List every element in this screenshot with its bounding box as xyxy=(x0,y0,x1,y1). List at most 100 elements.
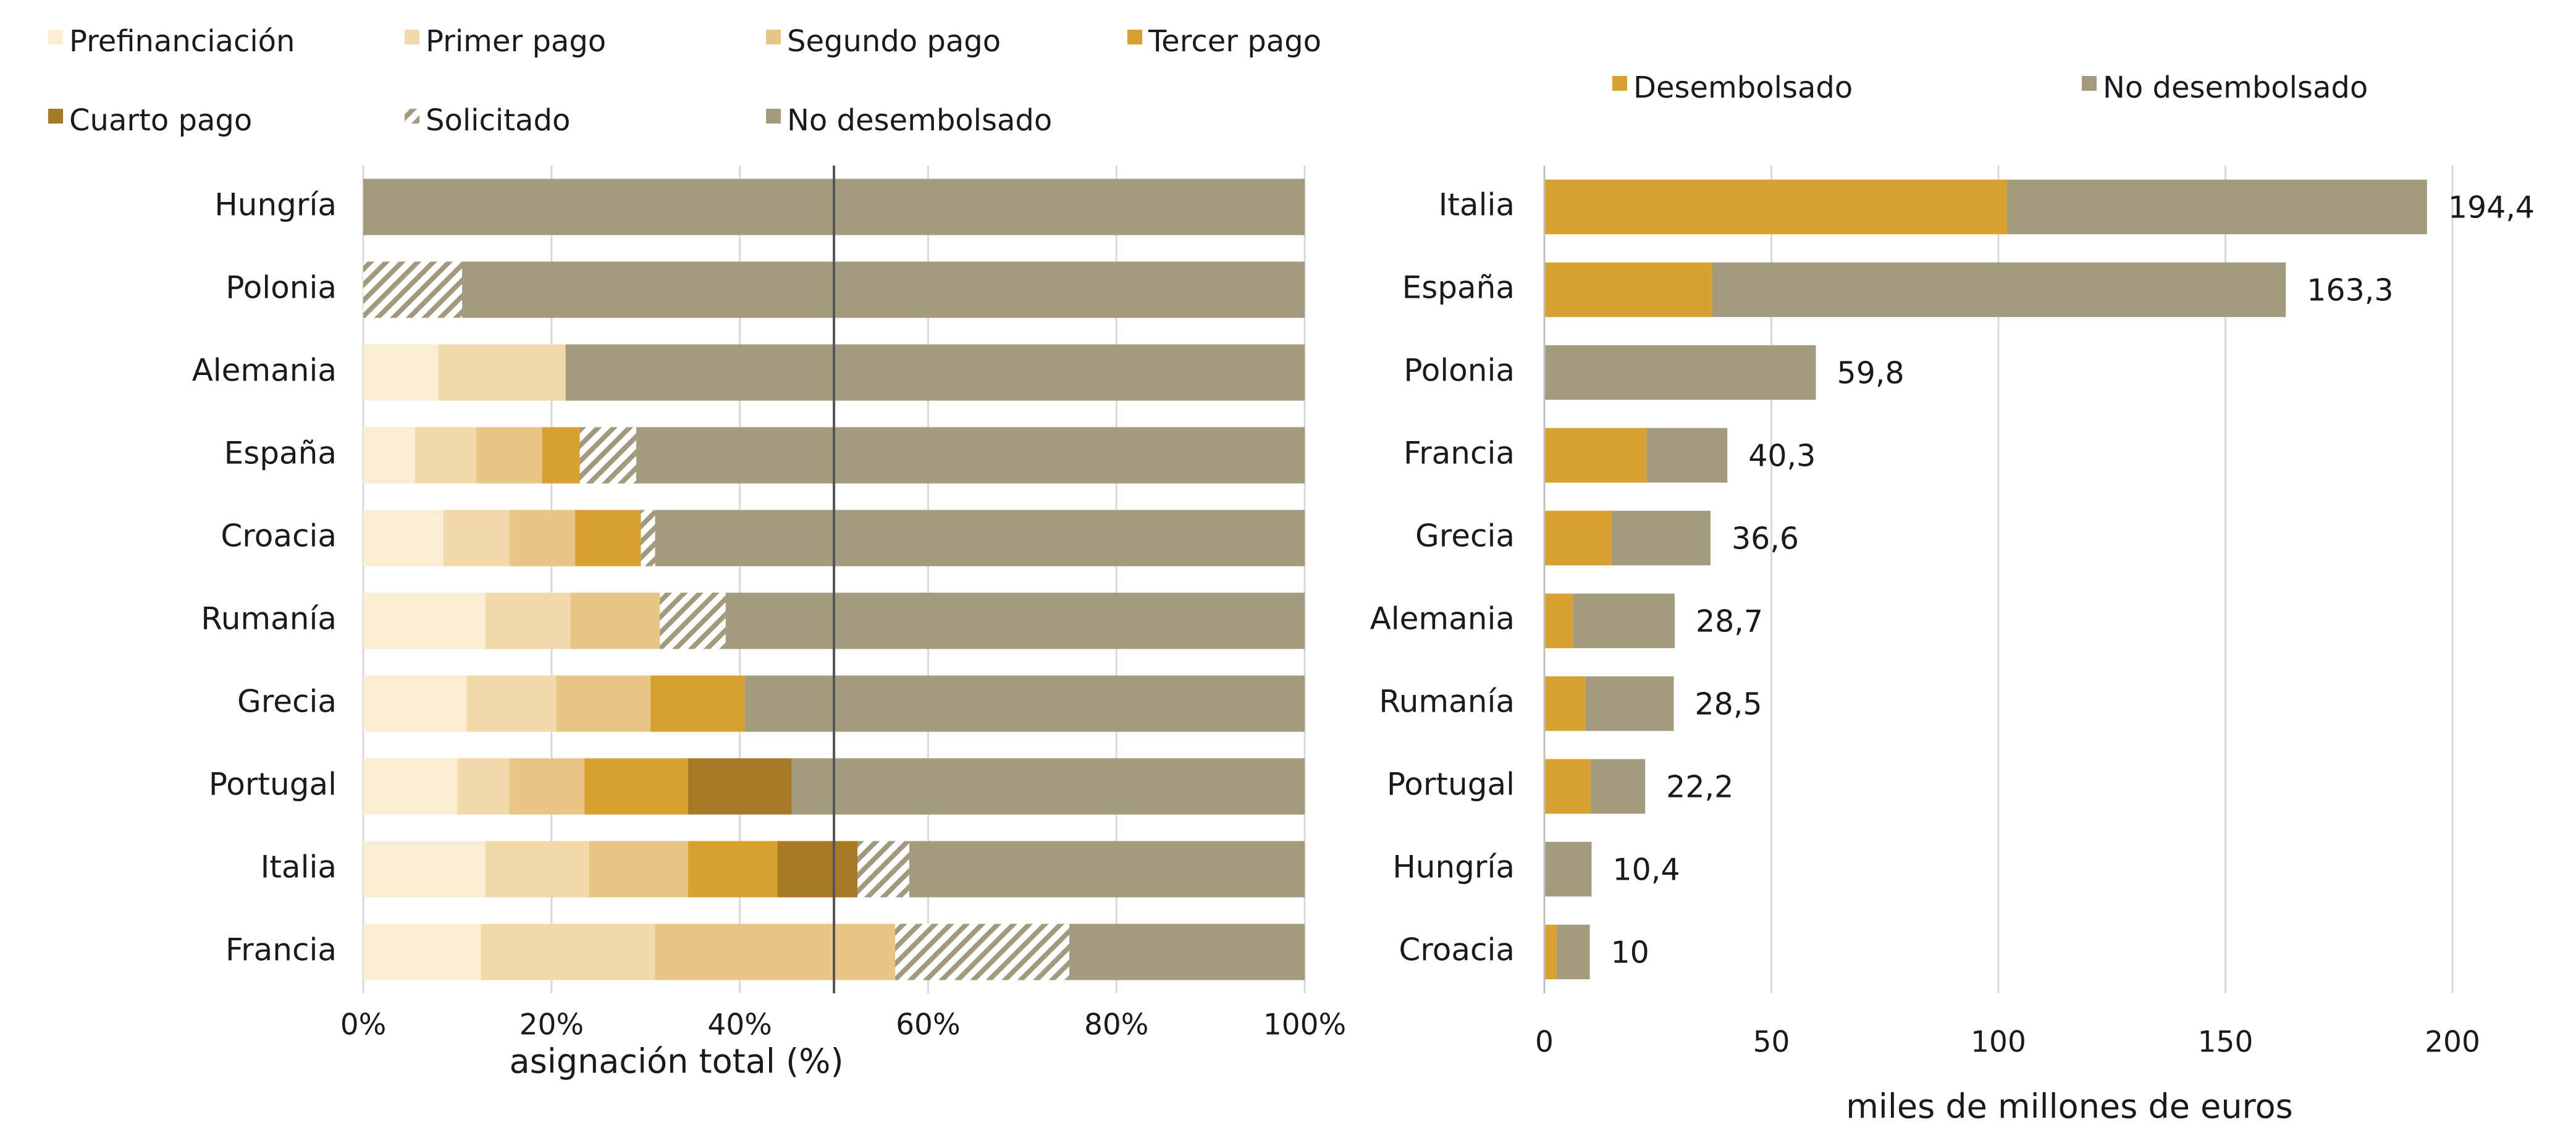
left-bar-tercer-pago xyxy=(688,841,778,898)
right-total-label: 10 xyxy=(1611,935,1649,970)
left-category-label: Hungría xyxy=(214,187,337,223)
right-category-label: Rumanía xyxy=(1379,684,1515,720)
right-total-label: 59,8 xyxy=(1837,356,1905,391)
right-bar-desembolsado xyxy=(1544,924,1557,980)
legend-label-prefinanciacion: Prefinanciación xyxy=(69,24,295,59)
right-total-label: 163,3 xyxy=(2307,273,2393,308)
left-bar-no-desembolsado xyxy=(744,675,1305,732)
left-bar-prefinanciacion xyxy=(363,510,444,566)
legend-swatch-right-desembolsado xyxy=(1612,76,1627,91)
legend-swatch-no-desembolsado xyxy=(766,109,781,124)
left-bar-no-desembolsado xyxy=(791,758,1305,815)
right-category-label: Polonia xyxy=(1404,353,1515,389)
right-bar-no-desembolsado xyxy=(2006,179,2427,235)
left-category-label: Portugal xyxy=(209,767,337,802)
right-x-tick-label: 50 xyxy=(1753,1025,1790,1059)
left-bar-no-desembolsado xyxy=(462,261,1305,318)
right-category-label: Francia xyxy=(1404,436,1515,471)
right-category-label: Grecia xyxy=(1415,518,1515,554)
left-bar-tercer-pago xyxy=(650,675,745,732)
left-bar-tercer-pago xyxy=(584,758,688,815)
right-total-label: 40,3 xyxy=(1748,439,1816,474)
right-bar-desembolsado xyxy=(1544,676,1586,731)
right-bar-desembolsado xyxy=(1544,179,2007,235)
right-total-label: 28,7 xyxy=(1696,604,1763,639)
left-bar-prefinanciacion xyxy=(363,344,439,401)
left-category-label: Rumanía xyxy=(201,601,337,637)
right-category-label: Alemania xyxy=(1370,601,1515,637)
right-x-axis-title: miles de millones de euros xyxy=(1846,1087,2293,1126)
legend-label-tercer-pago: Tercer pago xyxy=(1148,24,1321,59)
right-bar-desembolsado xyxy=(1544,510,1612,566)
right-x-tick-label: 150 xyxy=(2198,1025,2254,1059)
right-bar-no-desembolsado xyxy=(1585,676,1674,731)
left-bar-no-desembolsado xyxy=(725,592,1305,649)
right-bar-no-desembolsado xyxy=(1573,593,1675,649)
left-bar-no-desembolsado xyxy=(636,427,1305,484)
right-total-label: 22,2 xyxy=(1666,770,1733,805)
legend-swatch-segundo-pago xyxy=(766,30,781,44)
left-category-label: Alemania xyxy=(192,353,337,389)
left-bar-segundo-pago xyxy=(509,758,585,815)
left-bar-primer-pago xyxy=(443,510,510,566)
legend-label-segundo-pago: Segundo pago xyxy=(787,24,1001,59)
right-total-label: 28,5 xyxy=(1694,687,1762,722)
right-total-label: 10,4 xyxy=(1612,853,1680,888)
left-bar-no-desembolsado xyxy=(565,344,1305,401)
legend-label-cuarto-pago: Cuarto pago xyxy=(69,103,252,138)
left-bar-segundo-pago xyxy=(556,675,650,732)
left-bar-prefinanciacion xyxy=(363,924,481,980)
right-bar-no-desembolsado xyxy=(1646,427,1728,483)
left-bar-solicitado xyxy=(363,261,463,318)
left-category-label: Croacia xyxy=(221,518,337,554)
left-bar-primer-pago xyxy=(481,924,655,980)
left-x-tick-label: 20% xyxy=(520,1008,584,1042)
left-bar-no-desembolsado xyxy=(1069,924,1305,980)
left-category-label: España xyxy=(224,436,337,471)
right-category-label: España xyxy=(1402,270,1515,306)
right-bar-no-desembolsado xyxy=(1544,841,1592,897)
legend-swatch-solicitado xyxy=(405,109,419,124)
left-bar-solicitado xyxy=(579,427,636,484)
left-bar-solicitado xyxy=(641,510,655,566)
right-category-label: Italia xyxy=(1439,187,1515,223)
legend-swatch-right-no-desembolsado xyxy=(2082,76,2097,91)
left-bar-primer-pago xyxy=(486,592,571,649)
left-bar-primer-pago xyxy=(457,758,510,815)
right-bar-no-desembolsado xyxy=(1611,510,1711,566)
legend-swatch-cuarto-pago xyxy=(48,109,63,124)
left-category-label: Italia xyxy=(261,849,337,885)
right-bar-no-desembolsado xyxy=(1590,759,1646,814)
left-bar-tercer-pago xyxy=(542,427,580,484)
legend-label-solicitado: Solicitado xyxy=(426,103,570,138)
left-bar-segundo-pago xyxy=(589,841,688,898)
left-bar-tercer-pago xyxy=(575,510,641,566)
right-bar-desembolsado xyxy=(1544,427,1647,483)
left-x-tick-label: 100% xyxy=(1263,1008,1346,1042)
left-bar-primer-pago xyxy=(486,841,589,898)
left-x-tick-label: 60% xyxy=(896,1008,960,1042)
left-bar-primer-pago xyxy=(438,344,566,401)
left-bar-segundo-pago xyxy=(476,427,542,484)
left-bar-solicitado xyxy=(660,592,726,649)
left-bar-segundo-pago xyxy=(655,924,896,980)
right-bar-desembolsado xyxy=(1544,262,1712,318)
right-bar-no-desembolsado xyxy=(1712,262,2286,318)
left-bar-primer-pago xyxy=(415,427,476,484)
right-bar-no-desembolsado xyxy=(1556,924,1590,980)
left-bar-cuarto-pago xyxy=(688,758,792,815)
legend-swatch-primer-pago xyxy=(405,30,419,44)
right-category-label: Portugal xyxy=(1387,767,1515,802)
left-category-label: Francia xyxy=(225,932,337,968)
right-category-label: Hungría xyxy=(1392,849,1515,885)
left-bar-no-desembolsado xyxy=(909,841,1305,898)
legend-label-primer-pago: Primer pago xyxy=(426,24,606,59)
left-x-tick-label: 40% xyxy=(707,1008,772,1042)
right-category-label: Croacia xyxy=(1399,932,1515,968)
right-total-label: 36,6 xyxy=(1732,521,1799,557)
left-category-label: Polonia xyxy=(225,270,337,306)
left-bar-primer-pago xyxy=(466,675,557,732)
right-x-tick-label: 200 xyxy=(2425,1025,2480,1059)
